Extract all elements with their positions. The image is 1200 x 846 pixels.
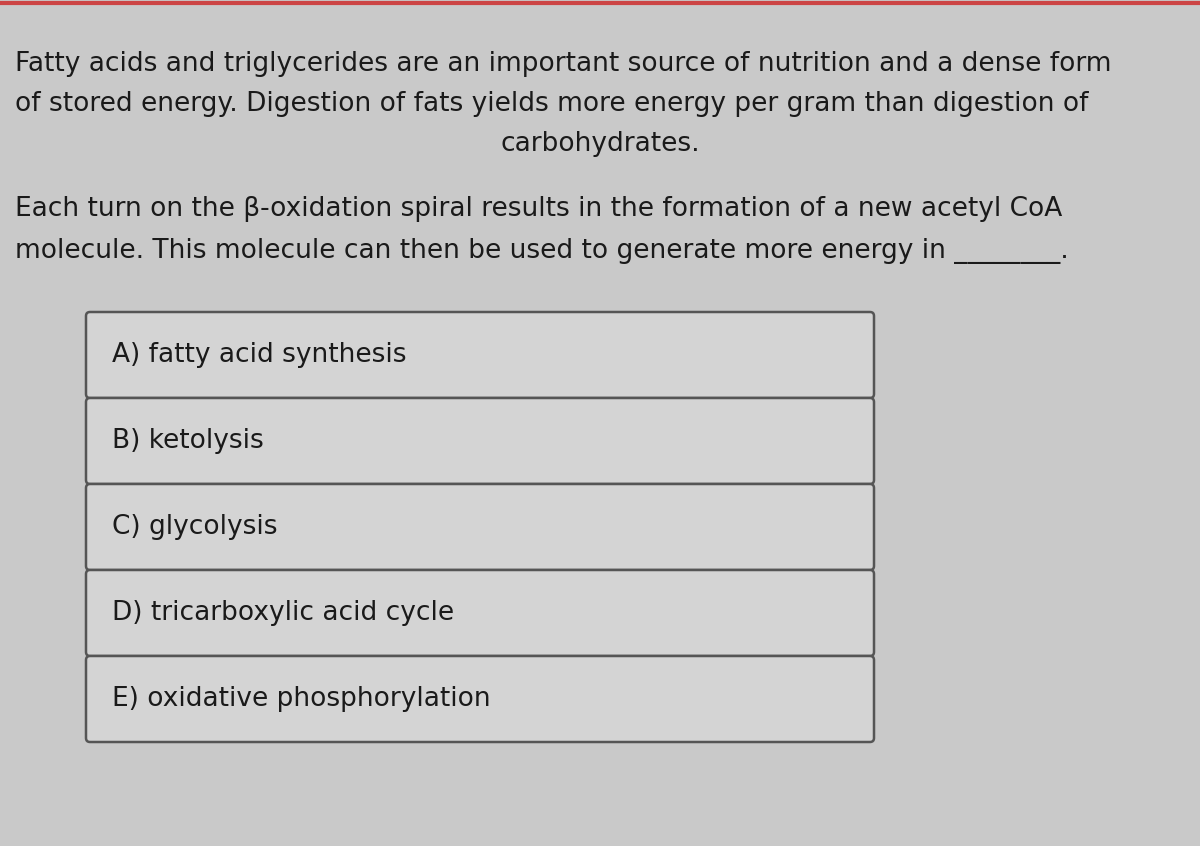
FancyBboxPatch shape: [86, 398, 874, 484]
Text: carbohydrates.: carbohydrates.: [500, 131, 700, 157]
FancyBboxPatch shape: [86, 312, 874, 398]
FancyBboxPatch shape: [86, 656, 874, 742]
FancyBboxPatch shape: [86, 570, 874, 656]
FancyBboxPatch shape: [86, 484, 874, 570]
Text: Fatty acids and triglycerides are an important source of nutrition and a dense f: Fatty acids and triglycerides are an imp…: [14, 51, 1111, 77]
Text: molecule. This molecule can then be used to generate more energy in ________.: molecule. This molecule can then be used…: [14, 238, 1069, 264]
Text: D) tricarboxylic acid cycle: D) tricarboxylic acid cycle: [112, 600, 454, 626]
Text: B) ketolysis: B) ketolysis: [112, 428, 264, 454]
Text: A) fatty acid synthesis: A) fatty acid synthesis: [112, 342, 407, 368]
Text: of stored energy. Digestion of fats yields more energy per gram than digestion o: of stored energy. Digestion of fats yiel…: [14, 91, 1088, 117]
Text: E) oxidative phosphorylation: E) oxidative phosphorylation: [112, 686, 491, 712]
Text: Each turn on the β-oxidation spiral results in the formation of a new acetyl CoA: Each turn on the β-oxidation spiral resu…: [14, 196, 1062, 222]
Text: C) glycolysis: C) glycolysis: [112, 514, 277, 540]
